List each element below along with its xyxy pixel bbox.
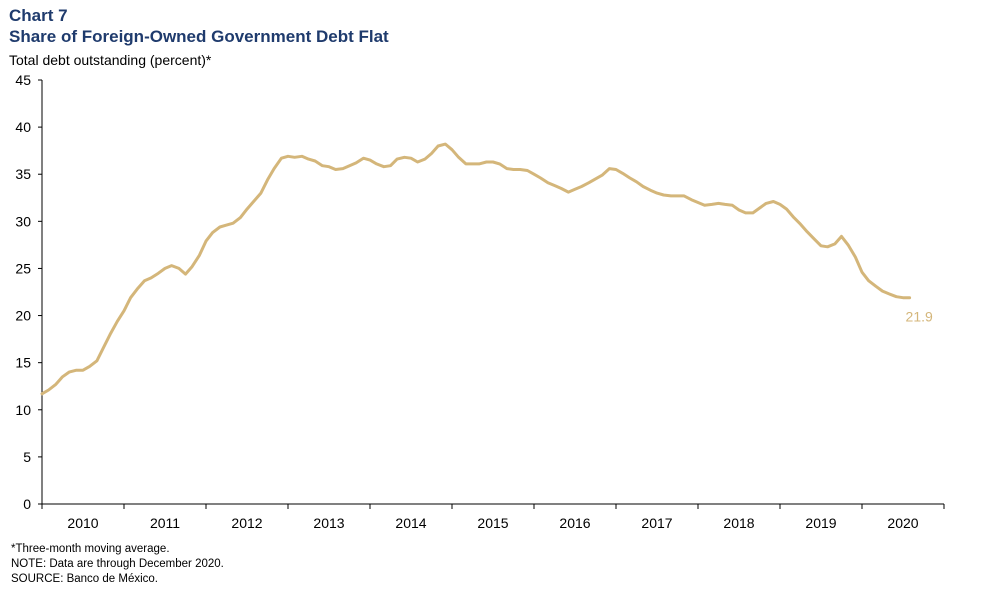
- x-tick-label: 2017: [641, 515, 672, 531]
- y-tick-label: 20: [15, 308, 31, 324]
- series-line: [40, 142, 912, 396]
- y-axis: 0 5 10 15 20 25 30 35 40 45: [15, 72, 43, 512]
- x-tick-label: 2011: [150, 515, 180, 531]
- y-axis-unit-label: Total debt outstanding (percent)*: [9, 52, 212, 68]
- x-tick-label: 2019: [805, 515, 836, 531]
- x-tick-label: 2013: [313, 515, 344, 531]
- x-tick-label: 2012: [231, 515, 262, 531]
- x-tick-label: 2014: [395, 515, 426, 531]
- y-tick-label: 25: [15, 260, 31, 276]
- y-tick-label: 15: [15, 355, 31, 371]
- footnote-source: SOURCE: Banco de México.: [11, 573, 159, 585]
- y-tick-label: 10: [15, 402, 31, 418]
- chart-title: Share of Foreign-Owned Government Debt F…: [9, 27, 389, 46]
- end-value-label: 21.9: [906, 309, 933, 325]
- y-tick-label: 45: [15, 72, 31, 88]
- footnote-moving-average: *Three-month moving average.: [11, 543, 170, 555]
- y-tick-label: 0: [23, 496, 31, 512]
- x-axis: 2010 2011 2012 2013 2014 2015 2016 2017 2018 2019…: [41, 503, 945, 531]
- x-tick-label: 2016: [559, 515, 590, 531]
- y-tick-label: 5: [23, 449, 31, 465]
- x-tick-label: 2018: [723, 515, 754, 531]
- footnotes: *Three-month moving average. NOTE: Data …: [11, 542, 224, 587]
- x-tick-label: 2020: [887, 515, 918, 531]
- footnote-data-through: NOTE: Data are through December 2020.: [11, 558, 224, 570]
- y-tick-label: 35: [15, 166, 31, 182]
- x-tick-label: 2010: [67, 515, 98, 531]
- chart-number: Chart 7: [9, 6, 68, 25]
- x-tick-label: 2015: [477, 515, 508, 531]
- y-tick-label: 30: [15, 213, 31, 229]
- y-tick-label: 40: [15, 119, 31, 135]
- series-group: [40, 142, 912, 396]
